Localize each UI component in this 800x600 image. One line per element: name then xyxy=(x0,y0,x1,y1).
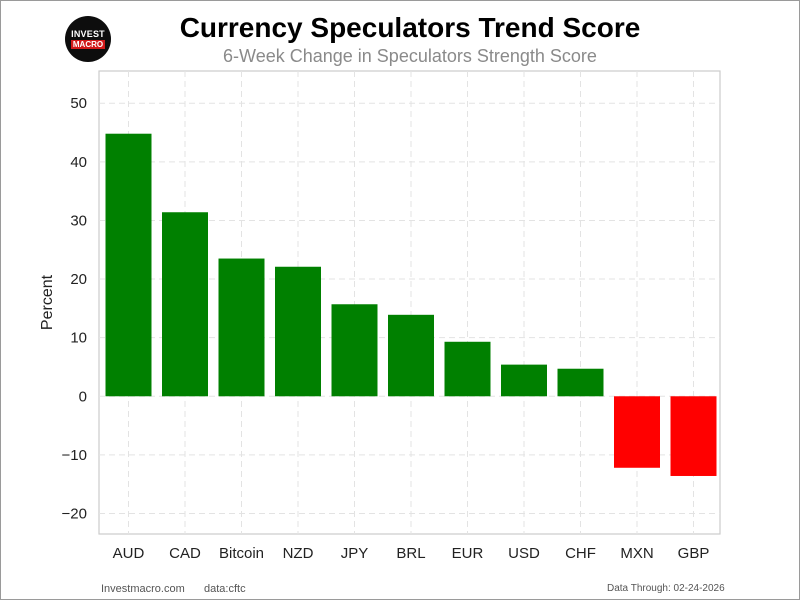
x-tick-label: BRL xyxy=(396,545,425,562)
footer-site: Investmacro.com xyxy=(101,583,185,595)
bar-chf xyxy=(557,368,604,397)
investmacro-logo: INVEST MACRO xyxy=(65,16,111,62)
logo-text-bottom: MACRO xyxy=(70,40,106,49)
bar-cad xyxy=(162,212,208,397)
y-axis-label: Percent xyxy=(39,274,56,330)
y-tick-label: 0 xyxy=(79,388,87,405)
bar-eur xyxy=(444,341,491,397)
y-tick-label: 30 xyxy=(70,212,87,229)
x-tick-label: JPY xyxy=(341,545,369,562)
x-tick-label: MXN xyxy=(620,545,653,562)
y-tick-label: 40 xyxy=(70,154,87,171)
x-tick-label: Bitcoin xyxy=(219,545,264,562)
bar-nzd xyxy=(275,266,321,397)
x-tick-label: AUD xyxy=(113,545,145,562)
bar-bitcoin xyxy=(218,258,265,397)
bar-aud xyxy=(105,133,152,397)
chart-subtitle: 6-Week Change in Speculators Strength Sc… xyxy=(223,46,597,66)
bar-gbp xyxy=(670,396,717,476)
y-tick-label: −20 xyxy=(62,505,87,522)
x-tick-label: GBP xyxy=(678,545,710,562)
footer-data-through: Data Through: 02-24-2026 xyxy=(607,583,725,594)
y-tick-label: 20 xyxy=(70,271,87,288)
logo-text-top: INVEST xyxy=(71,29,105,39)
footer-source: data:cftc xyxy=(204,583,246,595)
bar-brl xyxy=(388,314,434,397)
y-tick-label: −10 xyxy=(62,447,87,464)
y-tick-label: 50 xyxy=(70,95,87,112)
bar-usd xyxy=(501,364,547,397)
y-tick-label: 10 xyxy=(70,330,87,347)
chart-title: Currency Speculators Trend Score xyxy=(179,12,641,43)
bar-jpy xyxy=(331,304,378,397)
x-tick-label: NZD xyxy=(283,545,314,562)
x-tick-label: CHF xyxy=(565,545,596,562)
x-tick-label: EUR xyxy=(452,545,484,562)
x-tick-label: CAD xyxy=(169,545,201,562)
bar-mxn xyxy=(614,396,660,468)
x-tick-label: USD xyxy=(508,545,540,562)
